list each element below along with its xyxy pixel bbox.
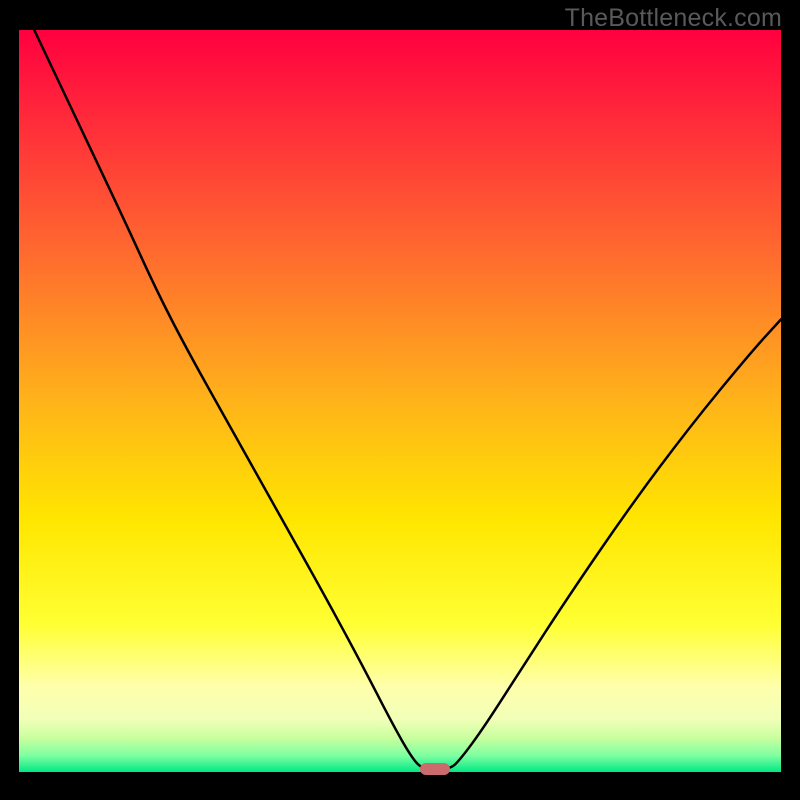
plot-area <box>19 30 781 772</box>
gradient-background <box>19 30 781 772</box>
watermark-text: TheBottleneck.com <box>565 4 782 33</box>
chart-frame: TheBottleneck.com <box>0 0 800 800</box>
optimum-marker <box>420 763 450 775</box>
plot-svg <box>19 30 781 772</box>
